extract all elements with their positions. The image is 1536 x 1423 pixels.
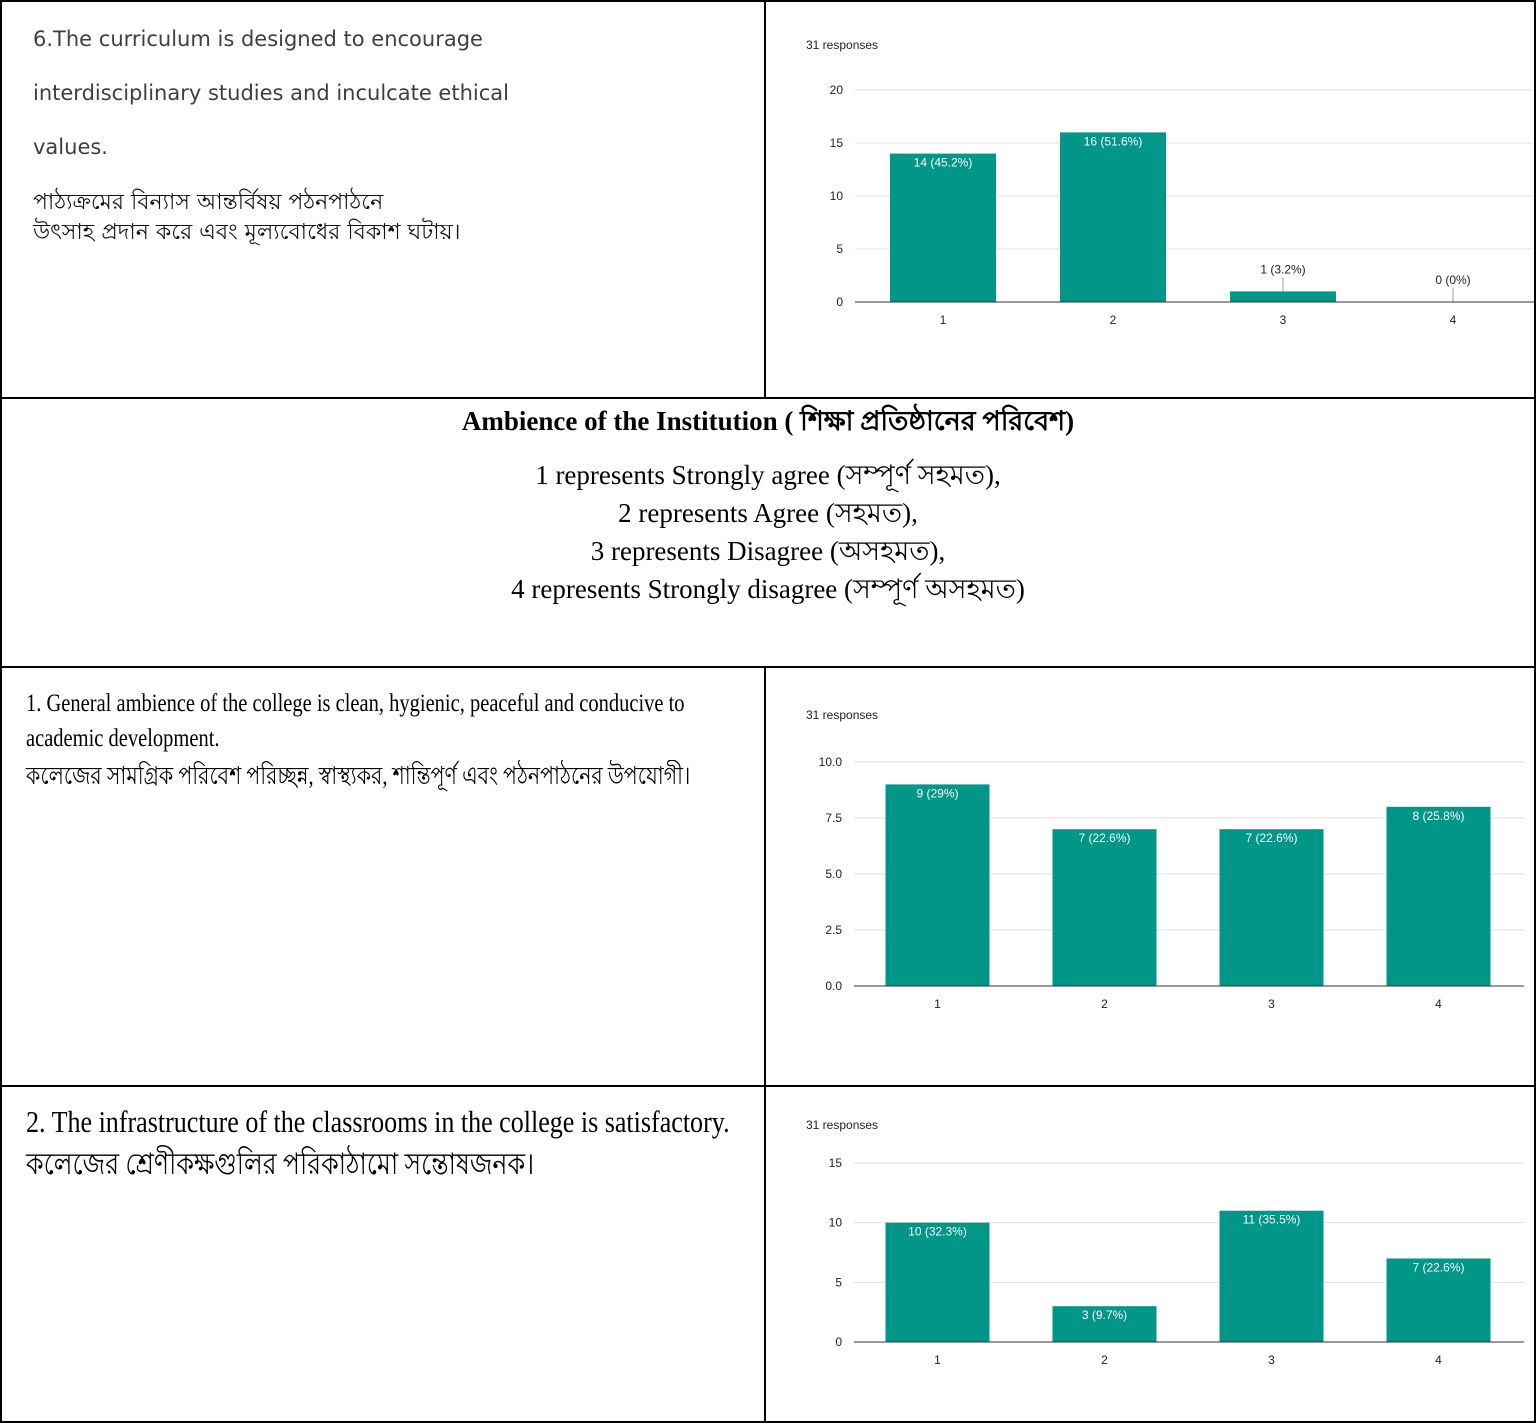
question1-bengali: কলেজের সামগ্রিক পরিবেশ পরিচ্ছন্ন, স্বাস্…: [26, 763, 691, 790]
x-tick-label: 3: [1268, 997, 1275, 1011]
x-tick-label: 4: [1435, 997, 1442, 1011]
x-tick-label: 4: [1450, 313, 1457, 327]
chart-q1: 0.0 2.5 5.0 7.5 10.0 9 (29%) 1 7 (22.6%) 2 7 (22.…: [819, 755, 1524, 1011]
x-tick-label: 4: [1435, 1353, 1442, 1367]
y-tick-label: 15: [830, 136, 844, 150]
row1-bottom-border: [0, 397, 1536, 399]
bar: [1386, 806, 1491, 986]
scale-item-1: 1 represents Strongly agree (সম্পূর্ণ সহ…: [535, 460, 1001, 490]
y-tick-label: 10: [830, 189, 844, 203]
data-label: 7 (22.6%): [1078, 831, 1130, 845]
question6-bengali: পাঠ্যক্রমের বিন্যাস আন্তর্বিষয় পঠনপাঠনে…: [33, 190, 461, 245]
data-label: 1 (3.2%): [1260, 262, 1305, 276]
row1-divider: [764, 0, 766, 398]
y-tick-label: 5: [836, 242, 843, 256]
y-tick-label: 20: [830, 83, 844, 97]
data-label: 14 (45.2%): [914, 156, 973, 170]
bar: [1052, 1306, 1157, 1342]
section-title: Ambience of the Institution ( শিক্ষা প্র…: [461, 406, 1075, 436]
x-tick-label: 2: [1101, 1353, 1108, 1367]
chart3-responses: 31 responses: [806, 1118, 879, 1132]
question2-bengali: কলেজের শ্রেণীকক্ষগুলির পরিকাঠামো সন্তোষজ…: [26, 1148, 535, 1181]
bar: [890, 153, 996, 302]
x-tick-label: 2: [1101, 997, 1108, 1011]
scale-item-4: 4 represents Strongly disagree (সম্পূর্ণ…: [511, 574, 1025, 604]
data-label: 7 (22.6%): [1412, 1260, 1464, 1274]
row3-divider: [764, 666, 766, 1086]
chart-q6: 0 5 10 15 20 14 (45.2%) 1 16 (51.6%) 2 1 (3.2%) 3 0…: [830, 83, 1534, 327]
y-tick-label: 0: [836, 295, 843, 309]
section-bottom-border: [0, 666, 1536, 668]
bar: [885, 1222, 990, 1342]
data-label: 10 (32.3%): [908, 1225, 967, 1239]
bar: [1052, 829, 1157, 986]
bar: [1219, 829, 1324, 986]
bar: [1060, 132, 1166, 302]
y-tick-label: 15: [829, 1156, 843, 1170]
y-tick-label: 5: [835, 1275, 842, 1289]
question6-english: 6.The curriculum is designed to encourag…: [33, 27, 509, 159]
y-tick-label: 2.5: [825, 923, 842, 937]
bar: [1230, 291, 1336, 302]
x-tick-label: 3: [1268, 1353, 1275, 1367]
data-label: 8 (25.8%): [1412, 809, 1464, 823]
bar: [1219, 1210, 1324, 1342]
scale-legend: 1 represents Strongly agree (সম্পূর্ণ সহ…: [0, 456, 1536, 608]
data-label: 3 (9.7%): [1082, 1308, 1127, 1322]
y-tick-label: 10.0: [819, 755, 843, 769]
scale-item-3: 3 represents Disagree (অসহমত),: [590, 536, 946, 566]
x-tick-label: 1: [934, 997, 941, 1011]
question1-text: 1. General ambience of the college is cl…: [26, 686, 746, 794]
question1-english: 1. General ambience of the college is cl…: [26, 690, 685, 752]
x-tick-label: 3: [1280, 313, 1287, 327]
data-label: 16 (51.6%): [1084, 134, 1143, 148]
y-tick-label: 7.5: [825, 811, 842, 825]
x-tick-label: 1: [934, 1353, 941, 1367]
section-header: Ambience of the Institution ( শিক্ষা প্র…: [0, 398, 1536, 608]
bar: [1386, 1258, 1491, 1342]
data-label: 0 (0%): [1435, 273, 1470, 287]
x-tick-label: 1: [940, 313, 947, 327]
data-label: 9 (29%): [916, 786, 958, 800]
question2-text: 2. The infrastructure of the classrooms …: [26, 1101, 766, 1185]
y-tick-label: 5.0: [825, 867, 842, 881]
y-tick-label: 0.0: [825, 979, 842, 993]
data-label: 7 (22.6%): [1245, 831, 1297, 845]
y-tick-label: 0: [835, 1335, 842, 1349]
row4-divider: [764, 1085, 766, 1423]
chart1-responses: 31 responses: [806, 38, 879, 52]
data-label: 11 (35.5%): [1243, 1213, 1301, 1227]
scale-item-2: 2 represents Agree (সহমত),: [618, 498, 918, 528]
chart2-responses: 31 responses: [806, 708, 879, 722]
bar: [885, 784, 990, 986]
x-tick-label: 2: [1110, 313, 1117, 327]
row3-bottom-border: [0, 1085, 1536, 1087]
y-tick-label: 10: [829, 1216, 843, 1230]
chart-q2: 0 5 10 15 10 (32.3%) 1 3 (9.7%) 2 11 (35.5%) 3 7 (…: [829, 1156, 1524, 1367]
question6-text: 6.The curriculum is designed to encourag…: [33, 12, 733, 248]
question2-english: 2. The infrastructure of the classrooms …: [26, 1104, 730, 1139]
